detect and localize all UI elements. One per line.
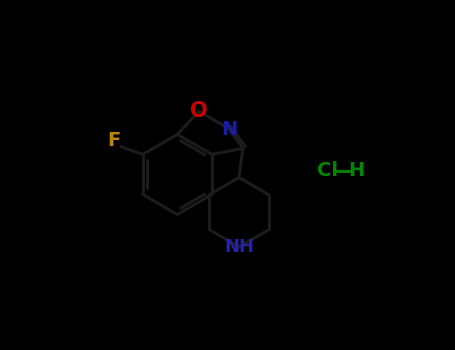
Text: O: O: [190, 100, 208, 120]
Text: N: N: [221, 119, 237, 139]
Text: NH: NH: [224, 238, 254, 256]
Text: H: H: [349, 161, 365, 180]
Text: Cl: Cl: [317, 161, 338, 180]
Text: F: F: [107, 131, 120, 150]
